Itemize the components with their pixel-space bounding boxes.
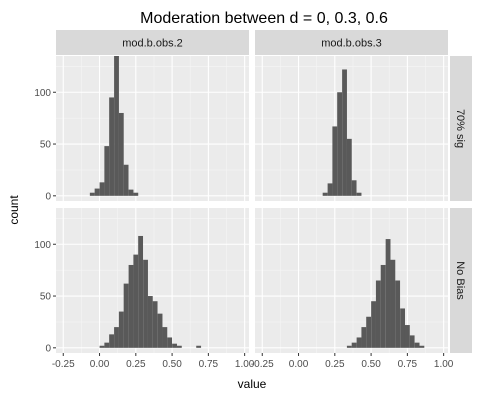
histogram-bar [157,313,163,348]
histogram-bar [395,280,401,348]
y-tick-label: 50 [40,292,52,303]
facet-label-row-0: 70% sig [454,109,466,148]
y-tick-label: 100 [34,88,51,99]
histogram-bar [143,259,148,348]
histogram-bar [327,183,333,196]
y-tick-label: 50 [40,140,52,151]
histogram-bar [332,126,338,196]
histogram-bar [138,235,144,348]
histogram-bar [104,146,110,196]
facet-strip-row-1 [450,208,472,353]
panel-background-r1-c1 [255,208,448,353]
histogram-bar [147,296,153,348]
histogram-bar [390,259,396,348]
histogram-bar [114,56,119,196]
histogram-bar [133,254,139,348]
histogram-bar [94,188,100,196]
y-tick-label: 0 [45,191,51,202]
histogram-bar [176,345,182,348]
histogram-bar [375,280,381,348]
histogram-bar [104,342,110,348]
histogram-bar [380,264,386,348]
histogram-bar [366,316,372,348]
facet-panels: mod.b.obs.2 mod.b.obs.3 70% sig No Bias 0 50 1… [34,30,472,370]
histogram-bar [346,138,352,196]
x-tick-label: 0.25 [325,359,345,370]
x-tick-label: 1.00 [235,359,255,370]
y-tick-label: 0 [45,343,51,354]
histogram-bar [118,112,124,196]
x-tick-label: 0.00 [289,359,309,370]
histogram-bar [109,334,114,348]
chart-title: Moderation between d = 0, 0.3, 0.6 [140,10,388,27]
histogram-bar [361,327,367,348]
histogram-bar [342,69,347,196]
facet-strip-col-0 [56,30,249,55]
histogram-bar [371,301,376,348]
facet-label-col-1: mod.b.obs.3 [321,38,382,50]
histogram-bar [152,301,158,348]
histogram-bar [414,342,420,348]
facet-label-col-0: mod.b.obs.2 [122,38,183,50]
histogram-bar [99,182,105,196]
histogram-bar [400,308,405,348]
histogram-bar [167,337,173,348]
histogram-bar [172,343,177,348]
histogram-bar [162,327,168,348]
facet-strip-row-0 [450,56,472,201]
histogram-bar [409,335,415,348]
histogram-bar [123,164,129,196]
histogram-bar [346,345,352,348]
y-tick-label: 100 [34,240,51,251]
x-tick-label: 0.50 [162,359,182,370]
histogram-bar [419,345,425,348]
x-tick-label: -0.25 [52,359,75,370]
histogram-bar [196,345,202,348]
histogram-bar [351,342,357,348]
histogram-bar [118,311,124,348]
histogram-bar [404,325,410,348]
histogram-bar [356,337,362,348]
histogram-bar [351,180,357,196]
histogram-bar [356,192,362,196]
x-tick-label: 0.00 [90,359,110,370]
facet-strip-col-1 [255,30,448,55]
x-tick-label: 0.25 [126,359,146,370]
histogram-bar [109,97,114,196]
histogram-bar [385,239,391,348]
x-tick-label: -0.25 [251,359,274,370]
facet-label-row-1: No Bias [454,261,466,300]
histogram-bar [337,92,343,196]
x-axis-title: value [238,377,267,391]
x-tick-label: 0.75 [398,359,418,370]
y-axis-title: count [7,195,21,225]
histogram-bar [128,264,134,348]
histogram-bar [133,192,139,196]
x-tick-label: 0.50 [361,359,381,370]
histogram-bar [114,327,119,348]
panel-background-r0-c0 [56,56,249,201]
x-tick-label: 0.75 [199,359,219,370]
histogram-bar [89,192,95,196]
histogram-bar [322,192,328,196]
histogram-bar [123,283,129,348]
histogram-bar [99,345,105,348]
x-tick-label: 1.00 [434,359,454,370]
histogram-bar [128,189,134,196]
